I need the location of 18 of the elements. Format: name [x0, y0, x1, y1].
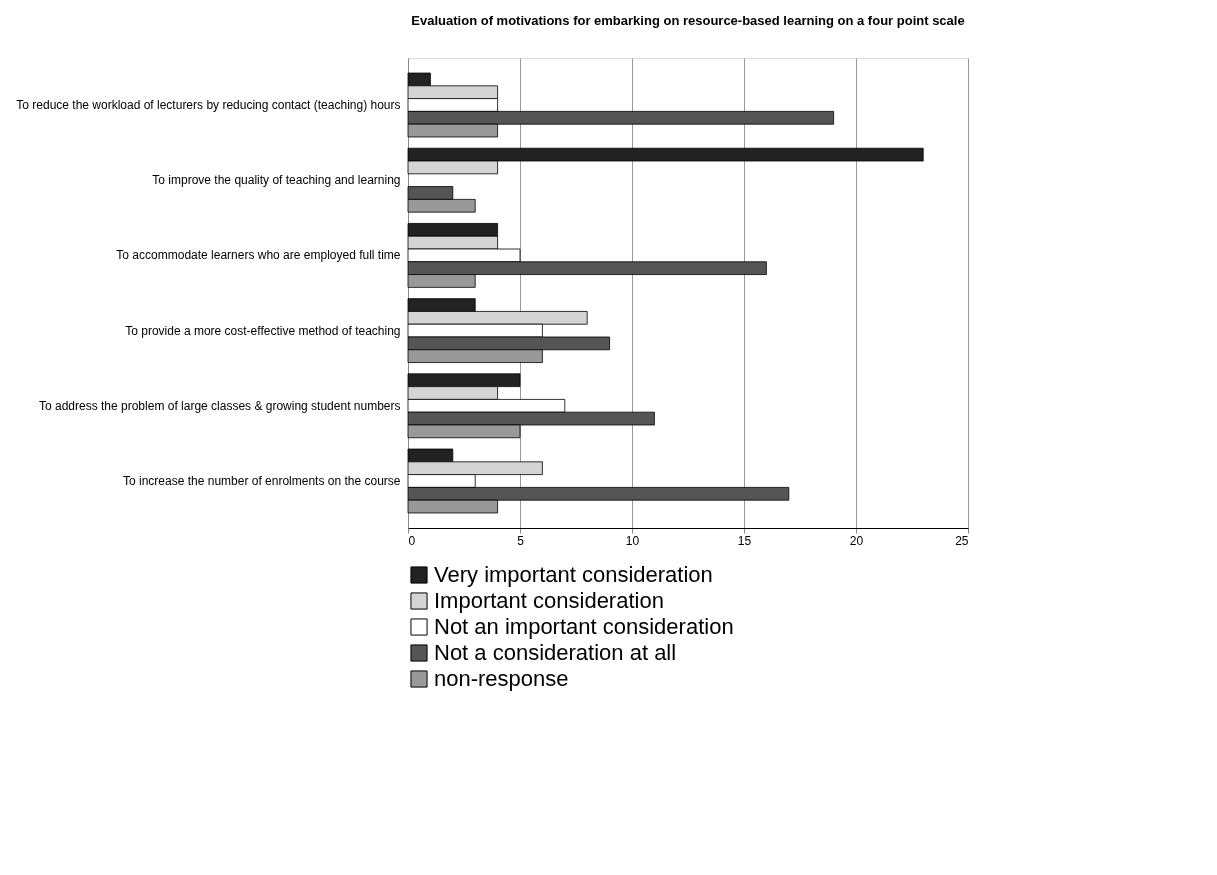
legend-label: Very important consideration	[434, 562, 713, 587]
legend-label: Not an important consideration	[434, 614, 734, 639]
legend-label: non-response	[434, 666, 569, 691]
legend-label: Important consideration	[434, 588, 664, 613]
y-tick-label: To reduce the workload of lecturers by reducing contact (teaching) hours	[16, 98, 401, 112]
y-tick-label: To provide a more cost-effective method of teaching	[125, 323, 401, 338]
x-tick-label: 10	[625, 533, 640, 548]
x-tick-label: 0	[408, 533, 416, 548]
x-tick-label: 25	[955, 533, 969, 548]
y-tick-label: To accommodate learners who are employed full time	[116, 248, 401, 263]
y-tick-label: To improve the quality of teaching and learning	[152, 173, 401, 188]
legend-label: Not a consideration at all	[434, 640, 677, 665]
x-tick-label: 15	[737, 533, 752, 548]
y-tick-label: To increase the number of enrolments on the course	[123, 474, 401, 488]
x-tick-label: 5	[517, 533, 525, 548]
x-tick-label: 20	[849, 533, 864, 548]
y-tick-label: To address the problem of large classes & growing student numbers	[38, 398, 401, 413]
chart-title: Evaluation of motivations for embarking on resource-based learning on a four point scale	[411, 13, 965, 28]
